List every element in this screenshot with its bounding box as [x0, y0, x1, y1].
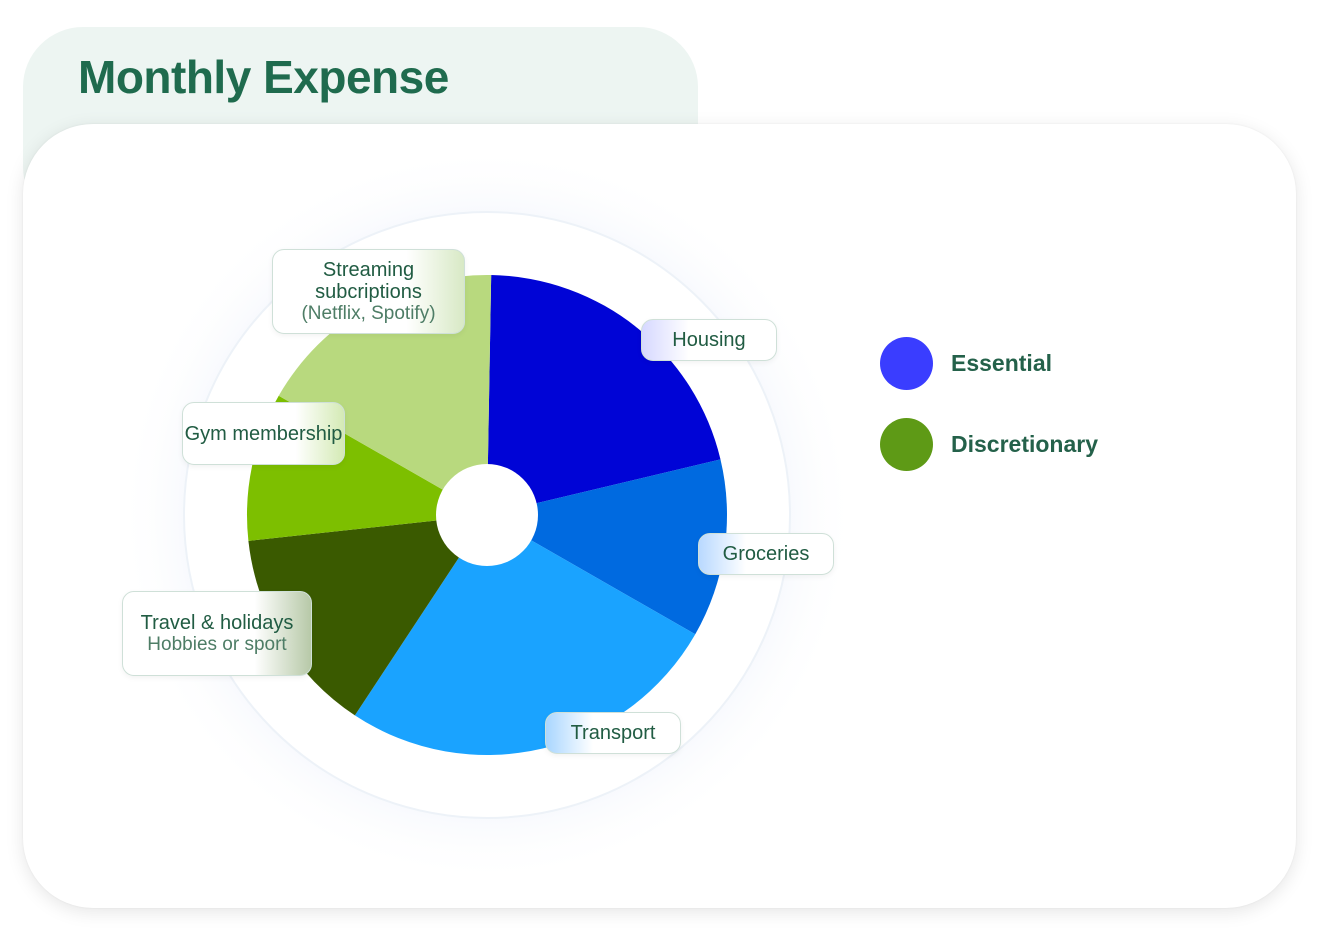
pie-slice-streaming: [278, 275, 492, 515]
slice-label-transport: Transport: [545, 712, 681, 754]
slice-label-travel: Travel & holidays Hobbies or sport: [122, 591, 312, 676]
legend-label: Essential: [951, 349, 1052, 376]
donut-hole: [436, 464, 538, 566]
slice-label-groceries: Groceries: [698, 533, 834, 575]
pie-slices: [246, 275, 728, 755]
slice-label-gym: Gym membership: [182, 402, 345, 465]
slice-label-streaming: Streaming subcriptions (Netflix, Spotify…: [272, 249, 465, 334]
legend-item-essential: Essential: [880, 336, 1098, 390]
slice-sublabel-text: (Netflix, Spotify): [301, 302, 436, 324]
pie-slice-transport: [354, 515, 696, 755]
slice-label-text: Streaming subcriptions: [315, 258, 422, 303]
legend-label: Discretionary: [951, 430, 1099, 457]
page-title: Monthly Expense: [78, 51, 449, 103]
slice-label-text: Gym membership: [184, 422, 343, 445]
legend-swatch-essential: [880, 336, 933, 390]
slice-sublabel-text: Hobbies or sport: [147, 633, 287, 655]
legend-swatch-discretionary: [880, 417, 933, 471]
slice-label-housing: Housing: [641, 319, 777, 361]
slice-label-text: Housing: [672, 329, 746, 351]
pie-slice-housing: [487, 275, 721, 515]
slice-label-text: Travel & holidays: [140, 611, 294, 634]
pie-slice-groceries: [487, 459, 728, 635]
legend-item-discretionary: Discretionary: [880, 417, 1098, 471]
legend: Essential Discretionary: [880, 336, 1098, 498]
slice-label-text: Groceries: [722, 543, 810, 565]
slice-label-text: Transport: [570, 722, 656, 744]
